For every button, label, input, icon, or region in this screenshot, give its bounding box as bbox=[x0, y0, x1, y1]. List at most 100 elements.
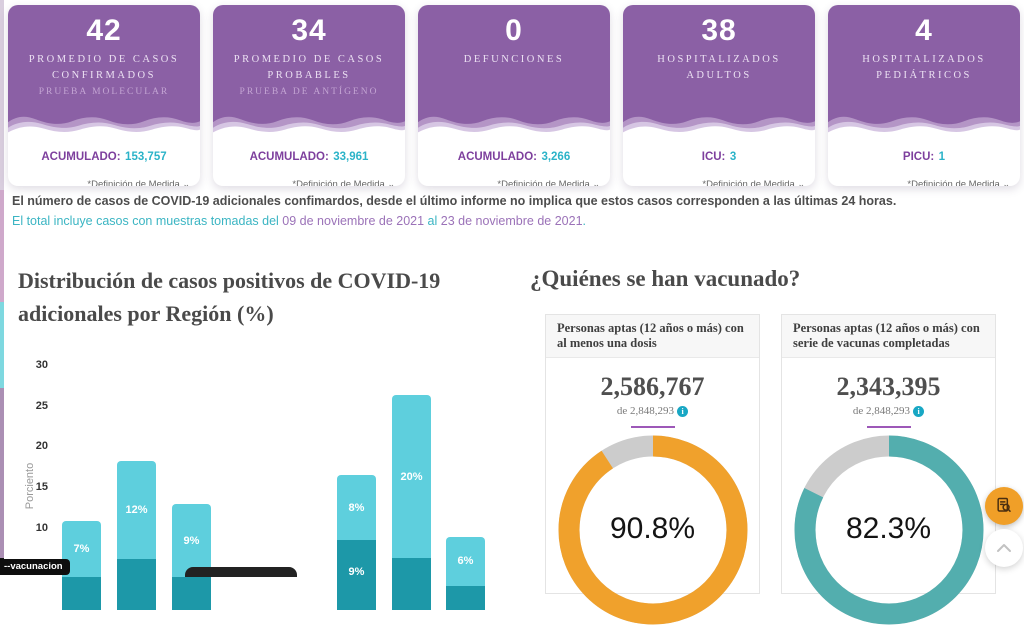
metric-value: 3 bbox=[729, 151, 737, 163]
bar-segment-light[interactable]: 6% bbox=[446, 536, 485, 586]
stat-card: 38 HOSPITALIZADOS ADULTOS ICU: 3 *Defini… bbox=[623, 5, 815, 186]
definition-toggle[interactable]: *Definición de Medida ⌄ bbox=[497, 179, 600, 186]
divider bbox=[630, 426, 675, 428]
y-axis-tick: 15 bbox=[35, 481, 48, 494]
notice-line2-mid: al bbox=[424, 214, 441, 228]
notice-block: El número de casos de COVID-19 adicional… bbox=[12, 194, 1016, 228]
bar-segment-dark[interactable] bbox=[446, 585, 485, 610]
donut-wrap: 82.3% bbox=[782, 435, 995, 625]
metric-value: 153,757 bbox=[125, 151, 167, 163]
wave-decoration bbox=[418, 116, 610, 138]
metric-value: 3,266 bbox=[541, 151, 571, 163]
bar-segment-dark[interactable]: 9% bbox=[337, 540, 376, 610]
chevron-down-icon: ⌄ bbox=[797, 179, 805, 186]
bar-value-label: 20% bbox=[400, 470, 423, 483]
info-icon[interactable]: i bbox=[913, 405, 925, 417]
bar-segment-light[interactable]: 12% bbox=[117, 461, 156, 559]
bar-value-label: 9% bbox=[183, 534, 200, 547]
stat-value: 34 bbox=[291, 14, 327, 47]
percent-vaccinated: 90.8% bbox=[609, 512, 696, 545]
bar-segment-dark[interactable] bbox=[172, 577, 211, 610]
stat-card-header: 42 PROMEDIO DE CASOS CONFIRMADOS PRUEBA … bbox=[8, 5, 200, 138]
metric-label: ACUMULADO: bbox=[457, 151, 537, 163]
metric-label: PICU: bbox=[902, 151, 935, 163]
denominator-text: de 2,848,293 bbox=[616, 405, 675, 417]
notice-date-start: 09 de noviembre de 2021 bbox=[282, 214, 425, 228]
wave-decoration bbox=[213, 116, 405, 138]
bar-value-label: 6% bbox=[457, 555, 474, 568]
notice-date-end: 23 de noviembre de 2021 bbox=[440, 214, 583, 228]
stat-card-footer: ACUMULADO: 33,961 *Definición de Medida … bbox=[213, 138, 405, 186]
info-icon[interactable]: i bbox=[677, 405, 689, 417]
bar-value-label: 8% bbox=[348, 501, 365, 514]
metric-value: 33,961 bbox=[333, 151, 369, 163]
y-axis-tick: 30 bbox=[35, 359, 48, 372]
stat-card-header: 38 HOSPITALIZADOS ADULTOS bbox=[623, 5, 815, 138]
stacked-bar[interactable]: 9% bbox=[172, 504, 211, 610]
vaccination-card-header: Personas aptas (12 años o más) con serie… bbox=[782, 315, 995, 358]
definition-toggle[interactable]: *Definición de Medida ⌄ bbox=[87, 179, 190, 186]
stacked-bar[interactable]: 8% 9% bbox=[337, 475, 376, 610]
vaccinated-count: 2,586,767 bbox=[600, 372, 705, 401]
stat-card-footer: ACUMULADO: 153,757 *Definición de Medida… bbox=[8, 138, 200, 186]
vaccination-card-complete-series: Personas aptas (12 años o más) con serie… bbox=[781, 314, 996, 625]
chevron-down-icon: ⌄ bbox=[592, 179, 600, 186]
chevron-down-icon: ⌄ bbox=[387, 179, 395, 186]
metric-label: ICU: bbox=[701, 151, 726, 163]
metric-label: ACUMULADO: bbox=[249, 151, 329, 163]
stat-title: DEFUNCIONES bbox=[463, 54, 565, 65]
definition-toggle[interactable]: *Definición de Medida ⌄ bbox=[292, 179, 395, 186]
stat-value: 0 bbox=[505, 14, 523, 47]
stacked-bar[interactable]: 20% bbox=[392, 395, 431, 610]
definition-toggle[interactable]: *Definición de Medida ⌄ bbox=[702, 179, 805, 186]
stat-card-footer: ICU: 3 *Definición de Medida ⌄ bbox=[623, 138, 815, 186]
stacked-bar[interactable]: 12% bbox=[117, 461, 156, 610]
denominator-text: de 2,848,293 bbox=[852, 405, 911, 417]
stat-card-header: 0 DEFUNCIONES bbox=[418, 5, 610, 138]
dark-tooltip-overlay bbox=[185, 567, 297, 577]
bar-segment-light[interactable]: 20% bbox=[392, 395, 431, 558]
vaccination-card-header: Personas aptas (12 años o más) con al me… bbox=[546, 315, 759, 358]
bar-segment-light[interactable]: 9% bbox=[172, 504, 211, 578]
stacked-bar[interactable]: 6% bbox=[446, 536, 485, 610]
notice-line-1: El número de casos de COVID-19 adicional… bbox=[12, 194, 897, 208]
report-button[interactable] bbox=[985, 487, 1023, 525]
chevron-up-icon bbox=[997, 544, 1011, 552]
bar-segment-dark[interactable] bbox=[117, 558, 156, 610]
stat-subtitle: PRUEBA MOLECULAR bbox=[38, 87, 170, 97]
scroll-to-top-button[interactable] bbox=[985, 529, 1023, 567]
bar-segment-light[interactable]: 8% bbox=[337, 475, 376, 541]
video-chapter-label[interactable]: --vacunacion bbox=[0, 559, 70, 575]
chevron-down-icon: ⌄ bbox=[182, 179, 190, 186]
vaccinated-denominator: de 2,848,293 i bbox=[546, 405, 759, 417]
definition-toggle[interactable]: *Definición de Medida ⌄ bbox=[907, 179, 1010, 186]
vaccinated-count: 2,343,395 bbox=[836, 372, 941, 401]
vaccination-heading: ¿Quiénes se han vacunado? bbox=[530, 266, 801, 291]
bar-segment-dark[interactable] bbox=[392, 557, 431, 610]
stat-card: 34 PROMEDIO DE CASOS PROBABLES PRUEBA DE… bbox=[213, 5, 405, 186]
stat-title: PROMEDIO DE CASOS PROBABLES bbox=[233, 54, 385, 81]
stat-value: 4 bbox=[915, 14, 933, 47]
metric-label: ACUMULADO: bbox=[41, 151, 121, 163]
bar-segment-dark[interactable] bbox=[62, 577, 101, 610]
stat-card: 0 DEFUNCIONES ACUMULADO: 3,266 *Definici… bbox=[418, 5, 610, 186]
stat-subtitle: PRUEBA DE ANTÍGENO bbox=[239, 87, 379, 97]
divider bbox=[866, 426, 911, 428]
stat-card-header: 4 HOSPITALIZADOS PEDIÁTRICOS bbox=[828, 5, 1020, 138]
stat-card-header: 34 PROMEDIO DE CASOS PROBABLES PRUEBA DE… bbox=[213, 5, 405, 138]
chart-title: Distribución de casos positivos de COVID… bbox=[18, 268, 441, 326]
percent-vaccinated: 82.3% bbox=[845, 512, 932, 545]
wave-decoration bbox=[828, 116, 1020, 138]
notice-line2-suffix: . bbox=[582, 214, 587, 228]
vaccination-card-one-dose: Personas aptas (12 años o más) con al me… bbox=[545, 314, 760, 625]
document-search-icon bbox=[997, 497, 1011, 512]
wave-decoration bbox=[8, 116, 200, 138]
bar-value-label: 9% bbox=[348, 566, 365, 579]
stat-card-footer: ACUMULADO: 3,266 *Definición de Medida ⌄ bbox=[418, 138, 610, 186]
stat-card: 42 PROMEDIO DE CASOS CONFIRMADOS PRUEBA … bbox=[8, 5, 200, 186]
stat-title: HOSPITALIZADOS PEDIÁTRICOS bbox=[862, 54, 986, 81]
chevron-down-icon: ⌄ bbox=[1002, 179, 1010, 186]
screen-edge-artifact bbox=[0, 0, 4, 190]
notice-line2-prefix: El total incluye casos con muestras toma… bbox=[12, 214, 283, 228]
screen-edge-artifact bbox=[0, 388, 4, 558]
